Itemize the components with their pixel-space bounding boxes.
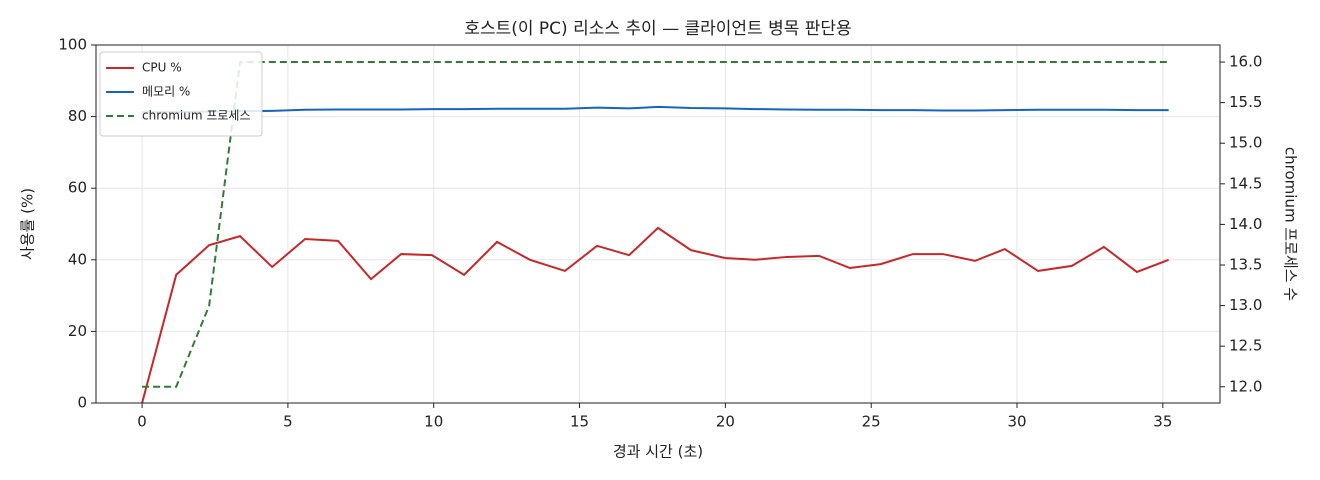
legend-label: chromium 프로세스	[142, 109, 251, 123]
legend-label: 메모리 %	[142, 85, 190, 99]
y2-tick-label: 12.0	[1229, 377, 1262, 395]
x-tick-label: 15	[570, 413, 589, 431]
y2-tick-label: 15.5	[1229, 93, 1262, 111]
y-tick-label: 100	[58, 36, 87, 54]
x-tick-label: 10	[424, 413, 443, 431]
y-tick-label: 60	[68, 179, 87, 197]
plot-frame	[95, 44, 1221, 404]
y2-tick-label: 15.0	[1229, 134, 1262, 152]
x-tick-label: 0	[137, 413, 147, 431]
x-tick-label: 20	[716, 413, 735, 431]
x-tick-label: 30	[1007, 413, 1026, 431]
y2-tick-label: 13.5	[1229, 255, 1262, 273]
chart-title: 호스트(이 PC) 리소스 추이 — 클라이언트 병목 판단용	[464, 19, 851, 39]
y2-axis-label: chromium 프로세스 수	[1282, 147, 1300, 301]
x-tick-label: 25	[862, 413, 881, 431]
x-tick-label: 5	[283, 413, 293, 431]
series-line	[141, 226, 1170, 403]
legend-box	[99, 51, 263, 137]
y2-tick-label: 14.0	[1229, 215, 1262, 233]
x-tick-label: 35	[1153, 413, 1172, 431]
y2-tick-label: 12.5	[1229, 337, 1262, 355]
y-tick-label: 40	[68, 250, 87, 268]
y-tick-label: 0	[77, 394, 87, 412]
y2-tick-label: 16.0	[1229, 53, 1262, 71]
series-line	[142, 61, 1169, 388]
y-tick-label: 20	[68, 322, 87, 340]
y-axis-label: 사용률 (%)	[19, 188, 37, 260]
y-tick-label: 80	[68, 107, 87, 125]
y2-tick-label: 13.0	[1229, 296, 1262, 314]
legend-label: CPU %	[142, 61, 182, 75]
series-line	[142, 105, 1169, 114]
y2-tick-label: 14.5	[1229, 174, 1262, 192]
x-axis-label: 경과 시간 (초)	[613, 443, 703, 461]
